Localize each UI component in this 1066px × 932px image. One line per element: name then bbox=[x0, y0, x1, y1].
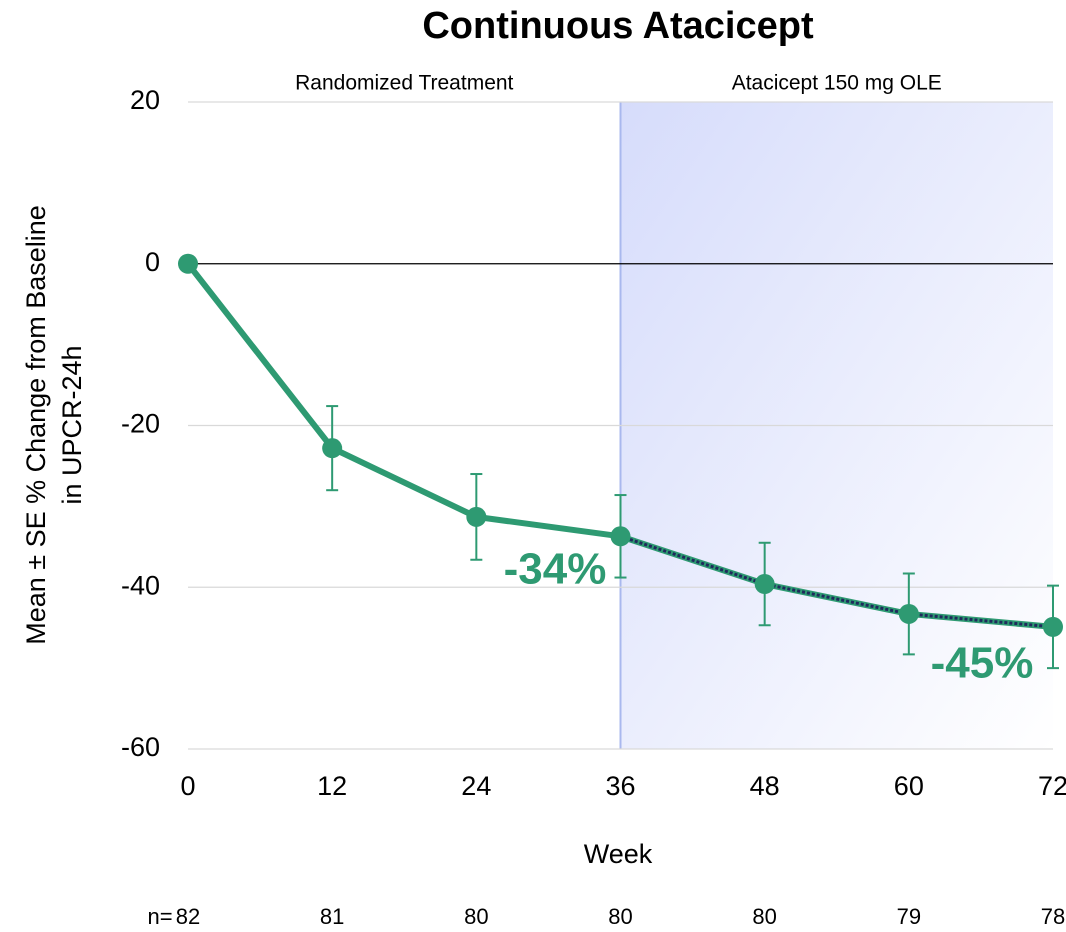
x-tick-label: 24 bbox=[461, 771, 491, 801]
region-label: Randomized Treatment bbox=[295, 72, 513, 95]
x-tick-label: 36 bbox=[605, 771, 635, 801]
region-label: Atacicept 150 mg OLE bbox=[732, 72, 942, 95]
y-tick-label: -40 bbox=[121, 570, 160, 600]
y-axis-title: Mean ± SE % Change from Baseline bbox=[21, 205, 51, 645]
n-value: 78 bbox=[1041, 904, 1065, 929]
x-tick-label: 72 bbox=[1038, 771, 1066, 801]
data-point bbox=[1043, 616, 1063, 637]
n-value: 80 bbox=[464, 904, 488, 929]
extension-line bbox=[620, 534, 1054, 629]
y-tick-label: 20 bbox=[130, 85, 160, 115]
n-value: 81 bbox=[320, 904, 344, 929]
n-value: 79 bbox=[897, 904, 921, 929]
data-point bbox=[178, 253, 198, 274]
n-value: 82 bbox=[176, 904, 200, 929]
x-tick-label: 12 bbox=[317, 771, 347, 801]
y-tick-label: -60 bbox=[121, 732, 160, 762]
data-point bbox=[898, 603, 919, 624]
n-value: 80 bbox=[752, 904, 776, 929]
n-value: 80 bbox=[608, 904, 632, 929]
x-axis-title: Week bbox=[584, 839, 653, 869]
data-point bbox=[754, 574, 775, 595]
annotation: -45% bbox=[931, 639, 1034, 688]
data-point bbox=[322, 438, 343, 459]
chart-title: Continuous Atacicept bbox=[422, 5, 814, 47]
y-tick-label: -20 bbox=[121, 409, 160, 439]
x-tick-label: 48 bbox=[750, 771, 780, 801]
data-point bbox=[466, 506, 487, 527]
y-axis-title: in UPCR-24h bbox=[57, 345, 87, 504]
x-tick-label: 60 bbox=[894, 771, 924, 801]
n-label: n= bbox=[147, 904, 172, 929]
annotation: -34% bbox=[504, 545, 607, 594]
y-tick-label: 0 bbox=[145, 247, 160, 277]
x-tick-label: 0 bbox=[180, 771, 195, 801]
data-point bbox=[610, 526, 631, 547]
